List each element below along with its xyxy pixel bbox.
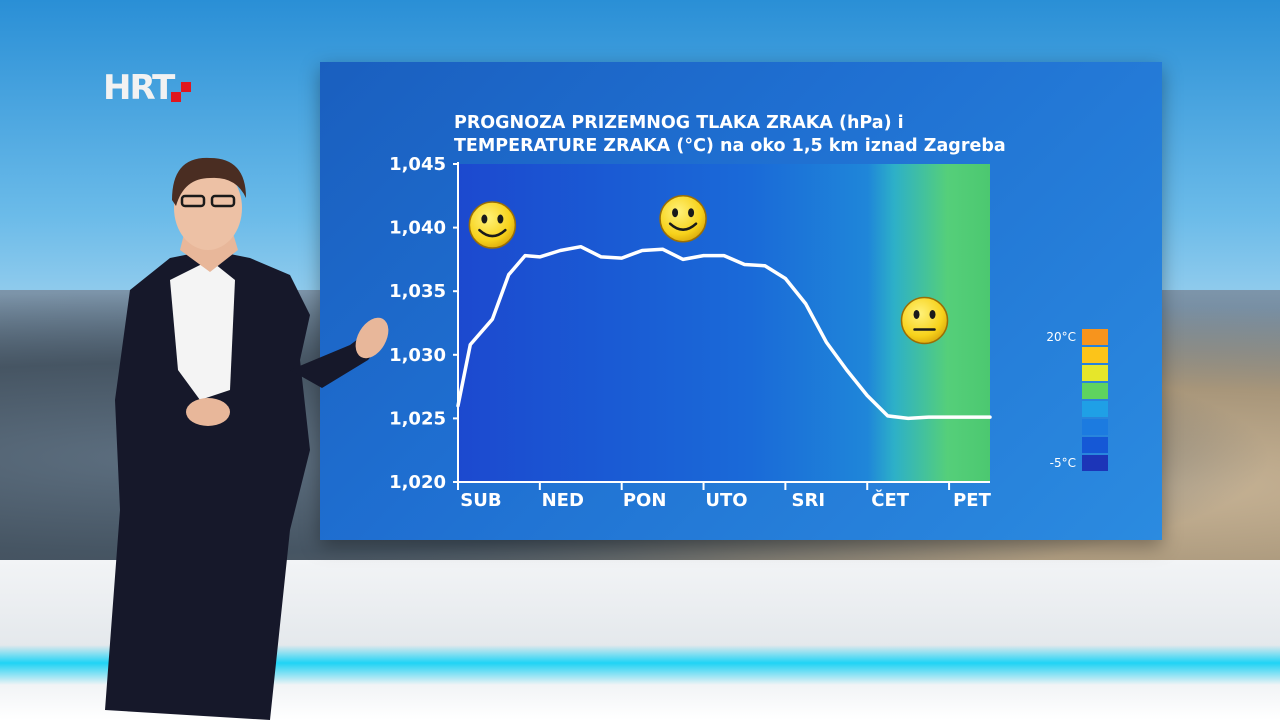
logo-red-square: [181, 82, 191, 92]
presenter-hand: [355, 317, 389, 359]
y-tick-label: 1,030: [389, 345, 446, 366]
y-tick-label: 1,035: [389, 281, 446, 302]
legend-max-label: 20°C: [1046, 330, 1076, 344]
x-tick-label: UTO: [705, 490, 747, 511]
legend-swatch: [1082, 401, 1108, 417]
x-axis-ticks: SUB NED PON UTO SRI ČET PET: [457, 482, 992, 511]
presenter: [105, 157, 389, 720]
smiley-happy-icon: [468, 201, 517, 249]
legend-swatch: [1082, 419, 1108, 435]
chart-title-line-2: TEMPERATURE ZRAKA (°C) na oko 1,5 km izn…: [454, 136, 1006, 156]
x-tick-label: PET: [953, 490, 991, 511]
temperature-legend: 20°C -5°C: [1046, 329, 1108, 471]
channel-logo-text: HRT: [103, 68, 175, 108]
pressure-line: [456, 244, 992, 421]
glasses-lens-right: [210, 194, 236, 208]
smiley-neutral-icon: [900, 296, 949, 345]
presenter-suit: [105, 250, 310, 720]
presenter-face: [174, 166, 242, 250]
y-tick-label: 1,025: [389, 408, 446, 429]
x-tick-label: SRI: [792, 490, 826, 511]
presenter-shirt: [170, 260, 235, 400]
glasses-icon: [180, 194, 206, 208]
weather-smileys: [468, 194, 949, 345]
y-tick-label: 1,045: [389, 154, 446, 175]
legend-swatch: [1082, 347, 1108, 363]
x-tick-label: ČET: [871, 489, 910, 511]
legend-swatch: [1082, 383, 1108, 399]
weather-video-wall: PROGNOZA PRIZEMNOG TLAKA ZRAKA (hPa) i T…: [320, 62, 1162, 540]
x-tick-label: PON: [623, 490, 667, 511]
logo-red-square-2: [171, 92, 181, 102]
y-tick-label: 1,040: [389, 218, 446, 239]
smiley-happy-icon: [659, 194, 707, 243]
pressure-chart: 1,045 1,040 1,035 1,030 1,025 1,020 SUB NED PON…: [389, 154, 1108, 511]
legend-swatch: [1082, 329, 1108, 345]
presenter-hair: [172, 157, 246, 206]
legend-swatch: [1082, 365, 1108, 381]
x-tick-label: SUB: [460, 490, 501, 511]
x-tick-label: NED: [542, 490, 584, 511]
chart-title-line-1: PROGNOZA PRIZEMNOG TLAKA ZRAKA (hPa) i: [454, 113, 904, 133]
y-axis-ticks: 1,045 1,040 1,035 1,030 1,025 1,020: [389, 154, 458, 493]
presenter-hand-2: [186, 398, 230, 426]
channel-logo: HRT: [103, 68, 191, 108]
y-tick-label: 1,020: [389, 472, 446, 493]
chart-title: PROGNOZA PRIZEMNOG TLAKA ZRAKA (hPa) i T…: [454, 112, 1134, 158]
legend-swatch: [1082, 455, 1108, 471]
legend-min-label: -5°C: [1050, 456, 1076, 470]
legend-swatch: [1082, 437, 1108, 453]
